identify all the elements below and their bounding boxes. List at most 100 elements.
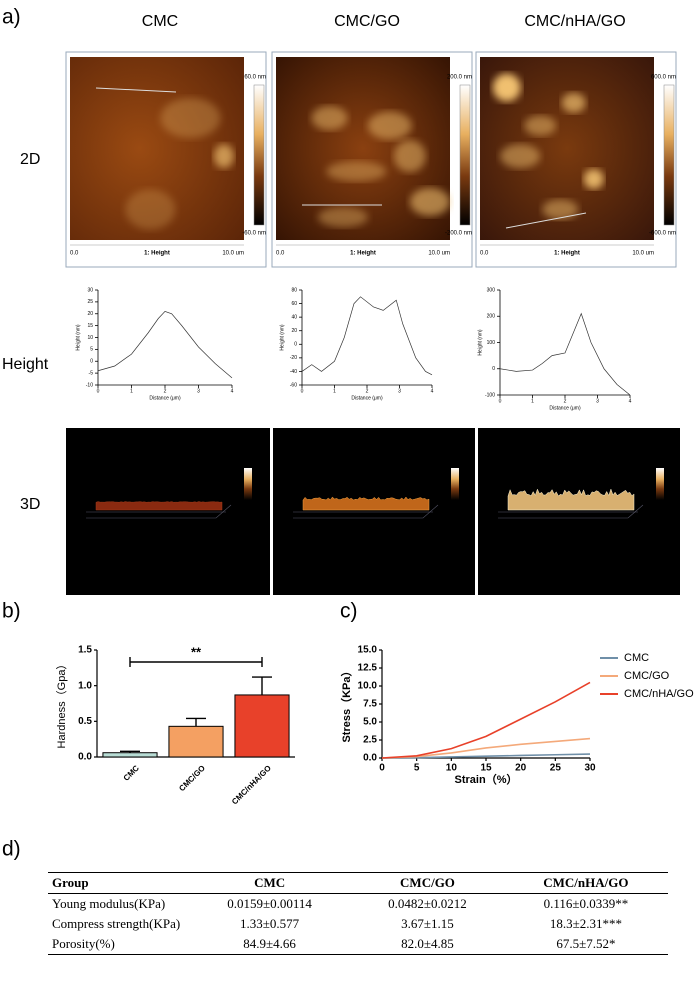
y-tick-label: 10.0 [358,681,378,692]
afm-3d-grid [498,504,644,519]
afm-3d-surface [95,501,223,511]
table-row: Young modulus(KPa) 0.0159±0.00114 0.0482±0… [48,894,668,915]
panel-label: b) [2,600,21,623]
table-cell: 1.33±0.577 [240,916,300,931]
y-tick-label: 20 [87,311,93,317]
y-tick-label: -100 [485,392,495,398]
y-tick-label: 100 [487,340,496,346]
y-tick-label: 7.5 [363,699,377,710]
data-line [381,753,591,759]
significance-label: ** [191,644,202,659]
table-cell: 0.0159±0.00114 [227,896,312,911]
x-axis-label: Strain（%） [455,773,518,786]
table-cell: 0.116±0.0339** [543,896,629,911]
y-axis-label: Hardness（Gpa） [55,659,68,749]
x-tick-label: 3 [596,398,599,404]
afm-x-end: 10.0 um [222,251,244,257]
afm-scale-max: 200.0 nm [447,75,472,81]
x-tick-label: 4 [231,388,234,394]
afm-3d-background [478,428,680,595]
afm-feature [524,115,557,136]
afm-feature [367,111,412,140]
y-tick-label: -10 [86,382,93,388]
afm-x-start: 0.0 [480,251,489,257]
afm-3d-grid [293,504,439,519]
y-axis-label: Height (nm) [279,324,285,350]
afm-feature [326,161,387,182]
afm-3d-colorbar [656,468,664,500]
afm-measure-line [95,87,177,93]
afm-caption: 1: Height [350,251,376,257]
x-tick-label: CMC/GO [177,764,207,794]
afm-3d-background [66,428,270,595]
afm-feature [125,189,176,230]
x-axis-label: Distance (μm) [549,405,581,411]
row-label: Height [2,356,49,373]
afm-2d-image: 60.0 nm -60.0 nm 0.0 1: Height 10.0 um [65,51,267,268]
y-tick-label: 0.0 [78,752,92,763]
table-cell: 3.67±1.15 [401,916,454,931]
x-tick-label: 0 [301,388,304,394]
table-cell: 18.3±2.31*** [549,916,622,931]
bar [102,752,158,758]
y-tick-label: 0 [90,359,93,365]
afm-3d-grid [86,504,232,519]
y-tick-label: 1.0 [78,680,92,691]
afm-feature [160,98,221,138]
y-tick-label: 0.5 [78,716,92,727]
column-title: CMC/GO [334,13,400,30]
header-cell: CMC [254,875,286,890]
afm-colorbar [253,84,265,226]
x-tick-label: 0 [379,763,385,774]
x-tick-label: 25 [550,763,562,774]
afm-feature [311,106,348,130]
y-tick-label: 0 [294,342,297,348]
bar [168,725,224,758]
error-bar [252,676,272,695]
y-tick-label: -5 [89,370,94,376]
afm-feature [317,207,368,228]
afm-x-start: 0.0 [70,251,79,257]
afm-feature [500,144,541,169]
legend-label: CMC/nHA/GO [624,688,694,700]
header-cell: CMC/nHA/GO [543,875,629,890]
x-tick-label: 2 [366,388,369,394]
afm-3d-image [478,428,680,595]
x-tick-label: 1 [531,398,534,404]
afm-scale-max: 600.0 nm [651,75,676,81]
afm-feature [542,199,579,220]
y-tick-label: 0 [492,366,495,372]
header-cell: CMC/GO [400,875,455,890]
afm-3d-surface [507,488,635,511]
afm-3d-colorbar [244,468,252,500]
afm-feature [561,92,586,113]
table-cell: Young modulus(KPa) [52,896,166,911]
table-cell: Porosity(%) [52,936,115,951]
data-line [499,312,631,396]
afm-x-end: 10.0 um [428,251,450,257]
table-cell: 84.9±4.66 [243,936,296,951]
afm-3d-background [273,428,475,595]
afm-2d-image: 600.0 nm -600.0 nm 0.0 1: Height 10.0 um [475,51,677,268]
x-tick-label: CMC/nHA/GO [230,764,273,807]
y-tick-label: 2.5 [363,735,377,746]
row-label: 3D [20,496,40,513]
afm-scale-max: 60.0 nm [244,75,266,81]
column-title: CMC/nHA/GO [524,13,625,30]
x-tick-label: 4 [629,398,632,404]
y-axis-label: Stress（KPa） [340,665,353,742]
panel-label: a) [2,6,21,29]
y-tick-label: 15.0 [358,645,378,656]
afm-scale-min: -600.0 nm [649,231,676,237]
legend-label: CMC/GO [624,670,670,682]
x-tick-label: 30 [584,763,596,774]
y-tick-label: 20 [291,328,297,334]
y-tick-label: 12.5 [358,663,378,674]
afm-feature [213,144,234,169]
y-tick-label: 80 [291,287,297,293]
afm-scale-min: -200.0 nm [445,231,472,237]
data-line [301,296,433,376]
afm-colorbar [663,84,675,226]
afm-scale-min: -60.0 nm [242,231,266,237]
